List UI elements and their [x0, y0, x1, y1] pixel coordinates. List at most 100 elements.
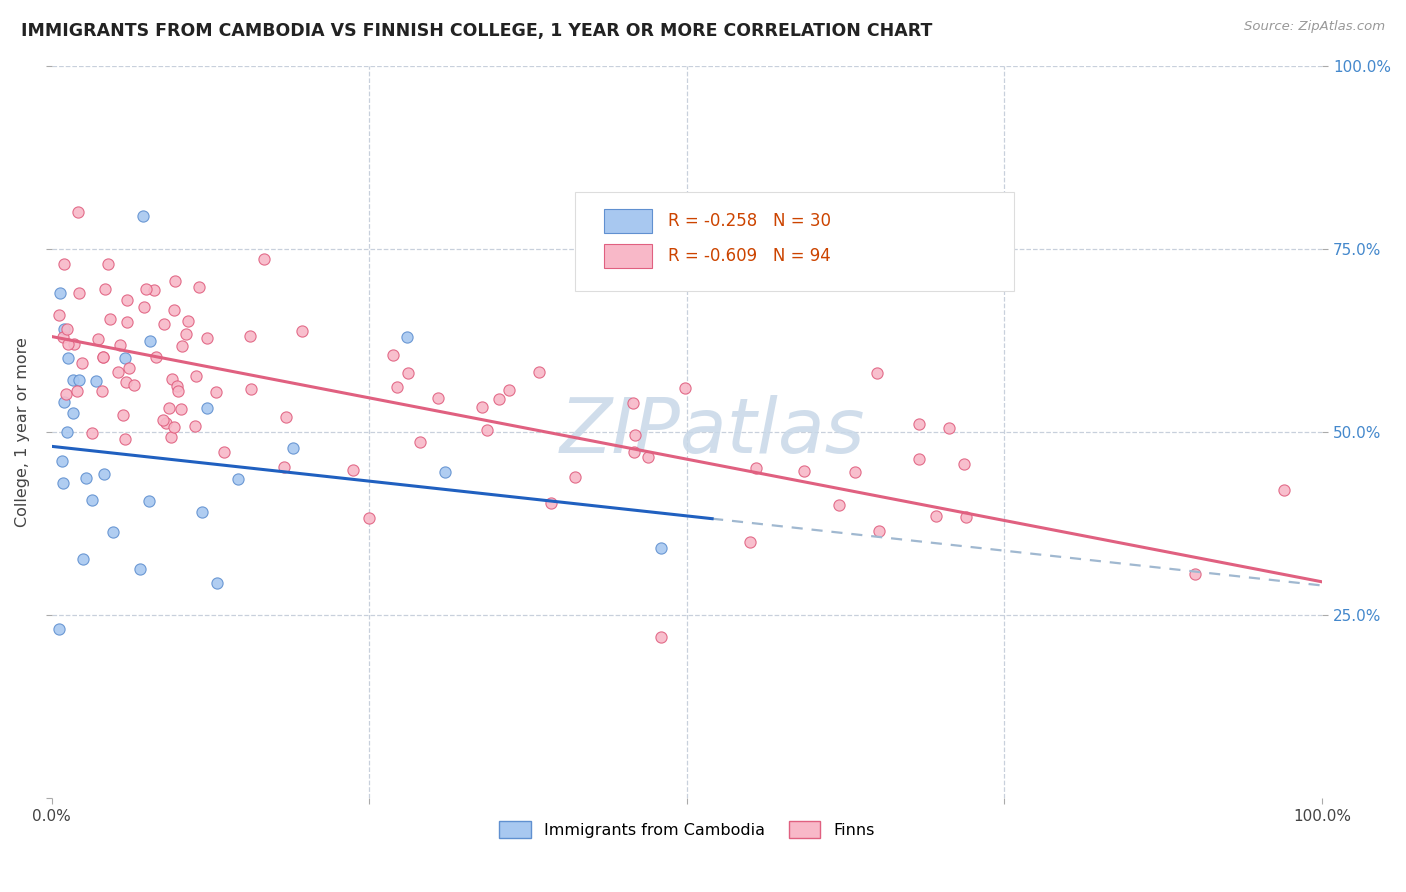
Bar [605, 209, 652, 233]
Point [382, 348, 405, 362]
Point [187, 279, 209, 293]
Point [184, 419, 207, 434]
Point [138, 493, 160, 508]
Point [56, 351, 79, 366]
Point [844, 465, 866, 479]
Point [166, 384, 188, 398]
Point [471, 401, 494, 415]
Point [117, 315, 139, 329]
Point [342, 463, 364, 477]
Point [273, 459, 295, 474]
Point [62, 406, 84, 420]
Point [55, 425, 77, 439]
Point [82, 425, 104, 440]
Point [132, 209, 155, 223]
Point [114, 432, 136, 446]
Point [740, 534, 762, 549]
Point [55, 322, 77, 336]
Point [63, 336, 86, 351]
Point [55, 386, 77, 401]
Point [53, 395, 76, 409]
Point [91, 350, 114, 364]
Point [621, 396, 644, 410]
Point [409, 434, 432, 449]
Point [114, 375, 136, 389]
Point [745, 461, 768, 475]
Text: R = -0.258   N = 30: R = -0.258 N = 30 [668, 211, 831, 230]
Point [650, 630, 672, 644]
Point [163, 274, 186, 288]
Point [56, 337, 79, 351]
Point [427, 391, 450, 405]
Y-axis label: College, 1 year or more: College, 1 year or more [15, 337, 30, 526]
Point [90, 384, 112, 398]
Point [93, 467, 115, 481]
Point [170, 339, 193, 353]
Point [97, 257, 120, 271]
Point [195, 331, 218, 345]
Point [174, 326, 197, 341]
Point [52, 329, 75, 343]
Point [163, 419, 186, 434]
Point [160, 430, 183, 444]
Point [134, 300, 156, 314]
Point [53, 322, 76, 336]
Point [281, 441, 304, 455]
Point [623, 445, 645, 459]
Point [793, 463, 815, 477]
Point [184, 369, 207, 384]
Point [138, 334, 160, 348]
Point [87, 332, 110, 346]
Point [129, 562, 152, 576]
Point [908, 451, 931, 466]
Point [191, 505, 214, 519]
Point [1184, 566, 1206, 581]
Point [238, 328, 260, 343]
Point [75, 470, 97, 484]
Point [274, 409, 297, 424]
Point [908, 417, 931, 431]
Point [72, 551, 94, 566]
Point [163, 303, 186, 318]
Point [115, 293, 138, 308]
Point [396, 330, 419, 344]
Point [134, 282, 156, 296]
Point [650, 541, 672, 555]
Point [84, 374, 107, 388]
Point [153, 317, 176, 331]
Point [624, 428, 647, 442]
Point [143, 283, 166, 297]
Point [52, 475, 75, 490]
Point [195, 401, 218, 415]
Point [1272, 483, 1295, 498]
Point [91, 351, 114, 365]
Point [157, 401, 180, 415]
Point [477, 423, 499, 437]
Point [212, 445, 235, 459]
Bar [605, 244, 652, 268]
Point [166, 378, 188, 392]
Point [51, 454, 73, 468]
Point [114, 351, 136, 365]
Point [152, 413, 174, 427]
Point [869, 524, 891, 538]
Point [488, 392, 510, 406]
Point [122, 377, 145, 392]
Point [290, 324, 312, 338]
Point [98, 312, 121, 326]
Legend: Immigrants from Cambodia, Finns: Immigrants from Cambodia, Finns [492, 814, 882, 845]
Point [385, 380, 408, 394]
Point [205, 385, 228, 400]
Point [828, 498, 851, 512]
Point [82, 492, 104, 507]
Point [866, 366, 889, 380]
Point [938, 420, 960, 434]
Point [66, 384, 89, 398]
Point [66, 205, 89, 219]
Point [48, 308, 70, 322]
Point [62, 374, 84, 388]
Point [357, 510, 380, 524]
Point [103, 525, 125, 540]
Point [155, 416, 177, 430]
Point [176, 314, 198, 328]
